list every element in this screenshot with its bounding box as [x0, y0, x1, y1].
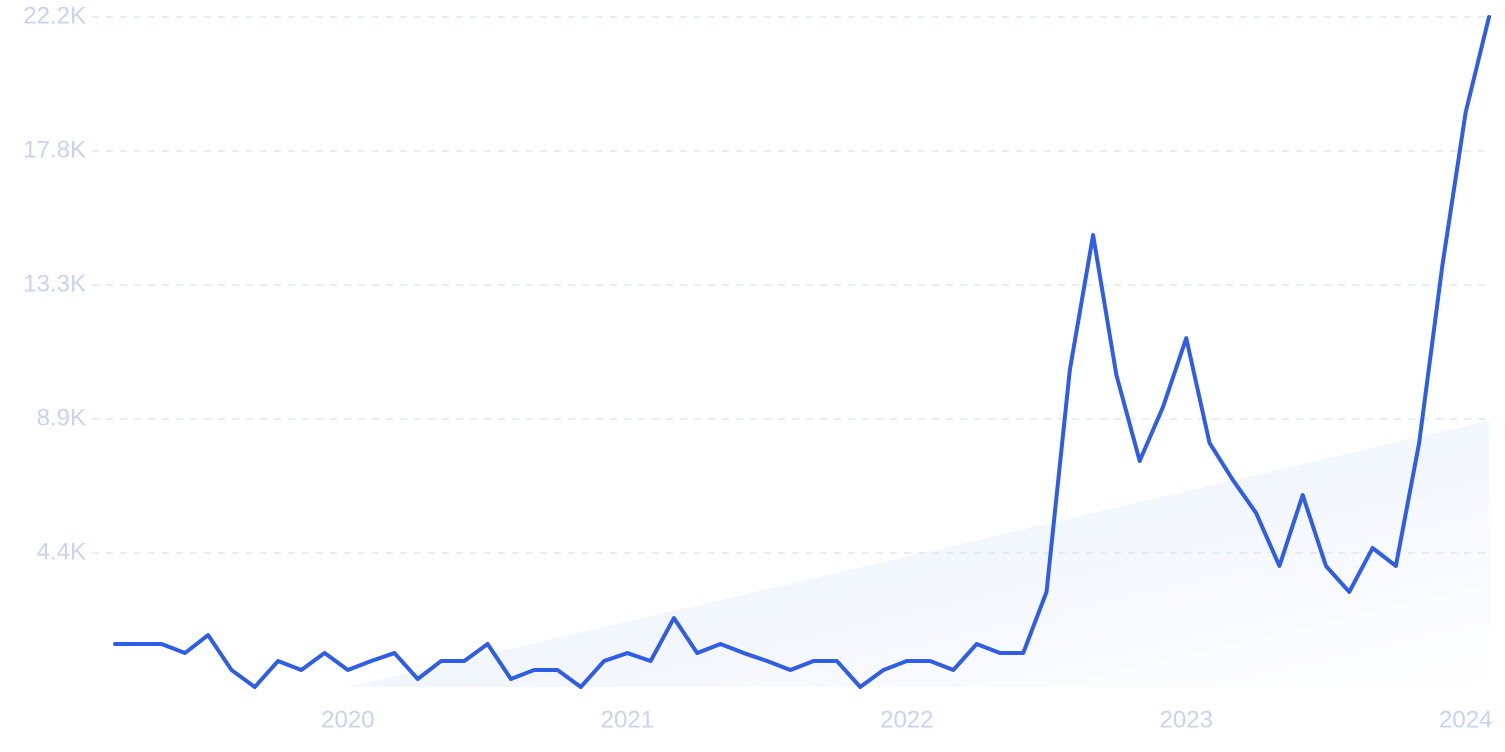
data-line: [113, 15, 1491, 689]
y-tick-label: 22.2K: [23, 2, 86, 29]
y-tick-label: 13.3K: [23, 270, 86, 297]
x-tick-label: 2022: [880, 706, 933, 733]
x-tick-label: 2020: [321, 706, 374, 733]
y-tick-label: 17.8K: [23, 136, 86, 163]
trend-area: [347, 420, 1489, 687]
y-tick-label: 4.4K: [37, 538, 86, 565]
x-tick-label: 2024: [1439, 706, 1492, 733]
y-tick-label: 8.9K: [37, 404, 86, 431]
x-tick-label: 2021: [601, 706, 654, 733]
x-tick-label: 2023: [1160, 706, 1213, 733]
